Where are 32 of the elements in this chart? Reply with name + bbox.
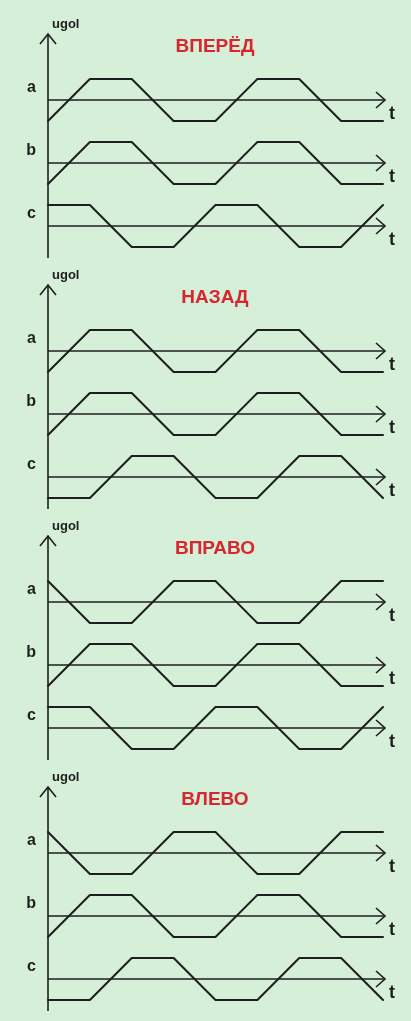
x-axis-title: t [389,731,395,751]
series-label: a [27,580,37,597]
x-axis-title: t [389,417,395,437]
y-axis-title: ugol [52,518,80,533]
y-axis-title: ugol [52,16,80,31]
x-axis-title: t [389,856,395,876]
x-axis-title: t [389,103,395,123]
series-label: c [27,957,37,974]
chart-title: ВЛЕВО [181,788,249,809]
chart-title: ВПЕРЁД [175,35,255,56]
series-label: b [26,392,37,409]
y-axis-title: ugol [52,769,80,784]
series-label: c [27,204,37,221]
x-axis-title: t [389,668,395,688]
series-label: a [27,329,37,346]
series-label: b [26,643,37,660]
y-axis-title: ugol [52,267,80,282]
chart-title: ВПРАВО [174,537,256,558]
series-label: b [26,894,37,911]
series-label: b [26,141,37,158]
x-axis-title: t [389,480,395,500]
series-label: a [27,78,37,95]
x-axis-title: t [389,354,395,374]
x-axis-title: t [389,605,395,625]
series-label: c [27,455,37,472]
x-axis-title: t [389,166,395,186]
x-axis-title: t [389,919,395,939]
x-axis-title: t [389,229,395,249]
chart-title: НАЗАД [181,286,250,307]
series-label: a [27,831,37,848]
series-label: c [27,706,37,723]
x-axis-title: t [389,982,395,1002]
